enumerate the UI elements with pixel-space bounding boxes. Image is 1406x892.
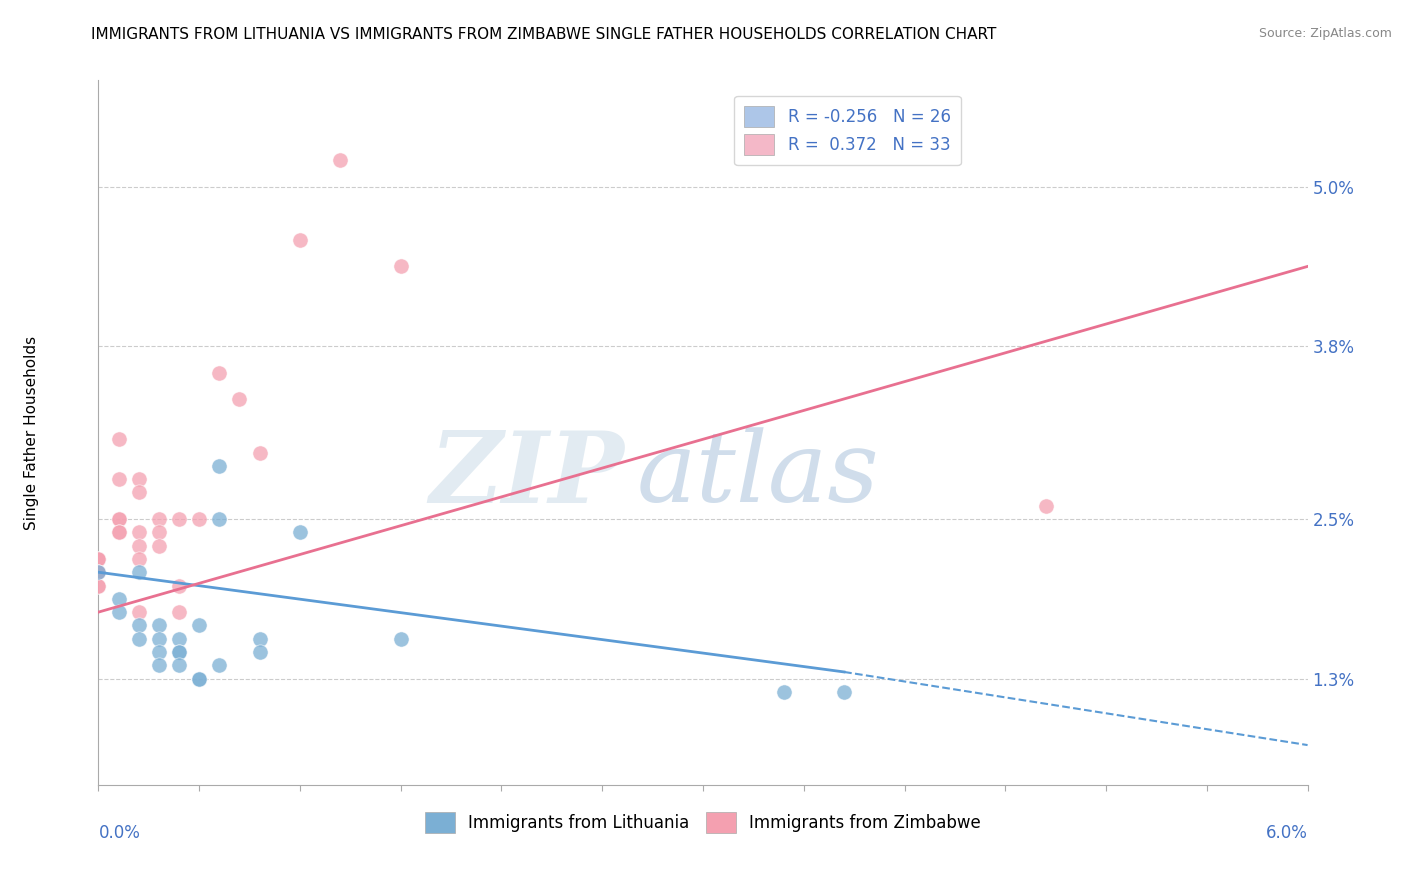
Point <box>167 512 190 526</box>
Point <box>188 512 211 526</box>
Point <box>87 578 110 592</box>
Point <box>87 566 110 580</box>
Point <box>148 512 170 526</box>
Point <box>107 512 129 526</box>
Point <box>128 632 150 646</box>
Point <box>107 525 129 540</box>
Point <box>87 552 110 566</box>
Point <box>128 485 150 500</box>
Point <box>128 525 150 540</box>
Point <box>288 525 311 540</box>
Point <box>167 632 190 646</box>
Point <box>167 605 190 619</box>
Point <box>148 645 170 659</box>
Point <box>249 445 271 459</box>
Text: Single Father Households: Single Father Households <box>24 335 39 530</box>
Text: Source: ZipAtlas.com: Source: ZipAtlas.com <box>1258 27 1392 40</box>
Point <box>107 525 129 540</box>
Point <box>208 658 231 673</box>
Point <box>148 525 170 540</box>
Point <box>188 618 211 632</box>
Point <box>148 658 170 673</box>
Point <box>128 566 150 580</box>
Point <box>389 632 412 646</box>
Point <box>188 672 211 686</box>
Point <box>167 578 190 592</box>
Point <box>148 618 170 632</box>
Point <box>208 366 231 380</box>
Text: IMMIGRANTS FROM LITHUANIA VS IMMIGRANTS FROM ZIMBABWE SINGLE FATHER HOUSEHOLDS C: IMMIGRANTS FROM LITHUANIA VS IMMIGRANTS … <box>91 27 997 42</box>
Point <box>107 605 129 619</box>
Point <box>329 153 352 167</box>
Point <box>107 432 129 446</box>
Point <box>107 512 129 526</box>
Point <box>167 645 190 659</box>
Point <box>228 392 250 407</box>
Point <box>87 552 110 566</box>
Point <box>249 632 271 646</box>
Point <box>148 539 170 553</box>
Point <box>167 645 190 659</box>
Point <box>128 618 150 632</box>
Text: 6.0%: 6.0% <box>1265 823 1308 842</box>
Point <box>148 632 170 646</box>
Point <box>188 672 211 686</box>
Point <box>87 552 110 566</box>
Text: atlas: atlas <box>637 427 879 523</box>
Point <box>107 591 129 606</box>
Point <box>249 645 271 659</box>
Legend: Immigrants from Lithuania, Immigrants from Zimbabwe: Immigrants from Lithuania, Immigrants fr… <box>418 805 988 840</box>
Text: 0.0%: 0.0% <box>98 823 141 842</box>
Point <box>107 472 129 486</box>
Point <box>389 260 412 274</box>
Point <box>87 578 110 592</box>
Point <box>167 658 190 673</box>
Point <box>1035 499 1057 513</box>
Point <box>208 458 231 473</box>
Point <box>87 566 110 580</box>
Point <box>128 472 150 486</box>
Point <box>128 605 150 619</box>
Point <box>128 539 150 553</box>
Point <box>288 233 311 247</box>
Point <box>87 566 110 580</box>
Point <box>208 512 231 526</box>
Point <box>832 685 855 699</box>
Point <box>128 552 150 566</box>
Text: ZIP: ZIP <box>429 426 624 523</box>
Point <box>772 685 794 699</box>
